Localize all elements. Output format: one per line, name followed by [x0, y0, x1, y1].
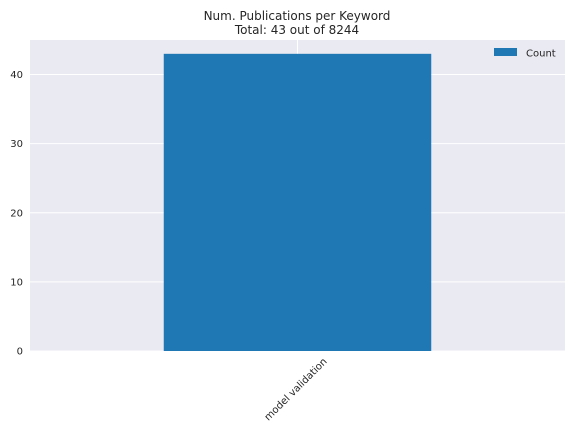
y-tick-labels: 0 10 20 30 40: [10, 70, 23, 357]
bars: [163, 53, 432, 351]
legend-label: Count: [526, 49, 556, 60]
bar-model-validation: [163, 53, 432, 351]
legend: Count: [494, 48, 556, 60]
y-tick-label: 20: [10, 208, 23, 219]
chart-title: Num. Publications per Keyword: [204, 9, 391, 23]
legend-swatch: [494, 48, 517, 56]
chart-subtitle: Total: 43 out of 8244: [234, 23, 359, 37]
y-tick-label: 10: [10, 277, 23, 288]
y-tick-label: 40: [10, 70, 23, 81]
y-tick-label: 0: [17, 347, 23, 358]
y-tick-label: 30: [10, 139, 23, 150]
